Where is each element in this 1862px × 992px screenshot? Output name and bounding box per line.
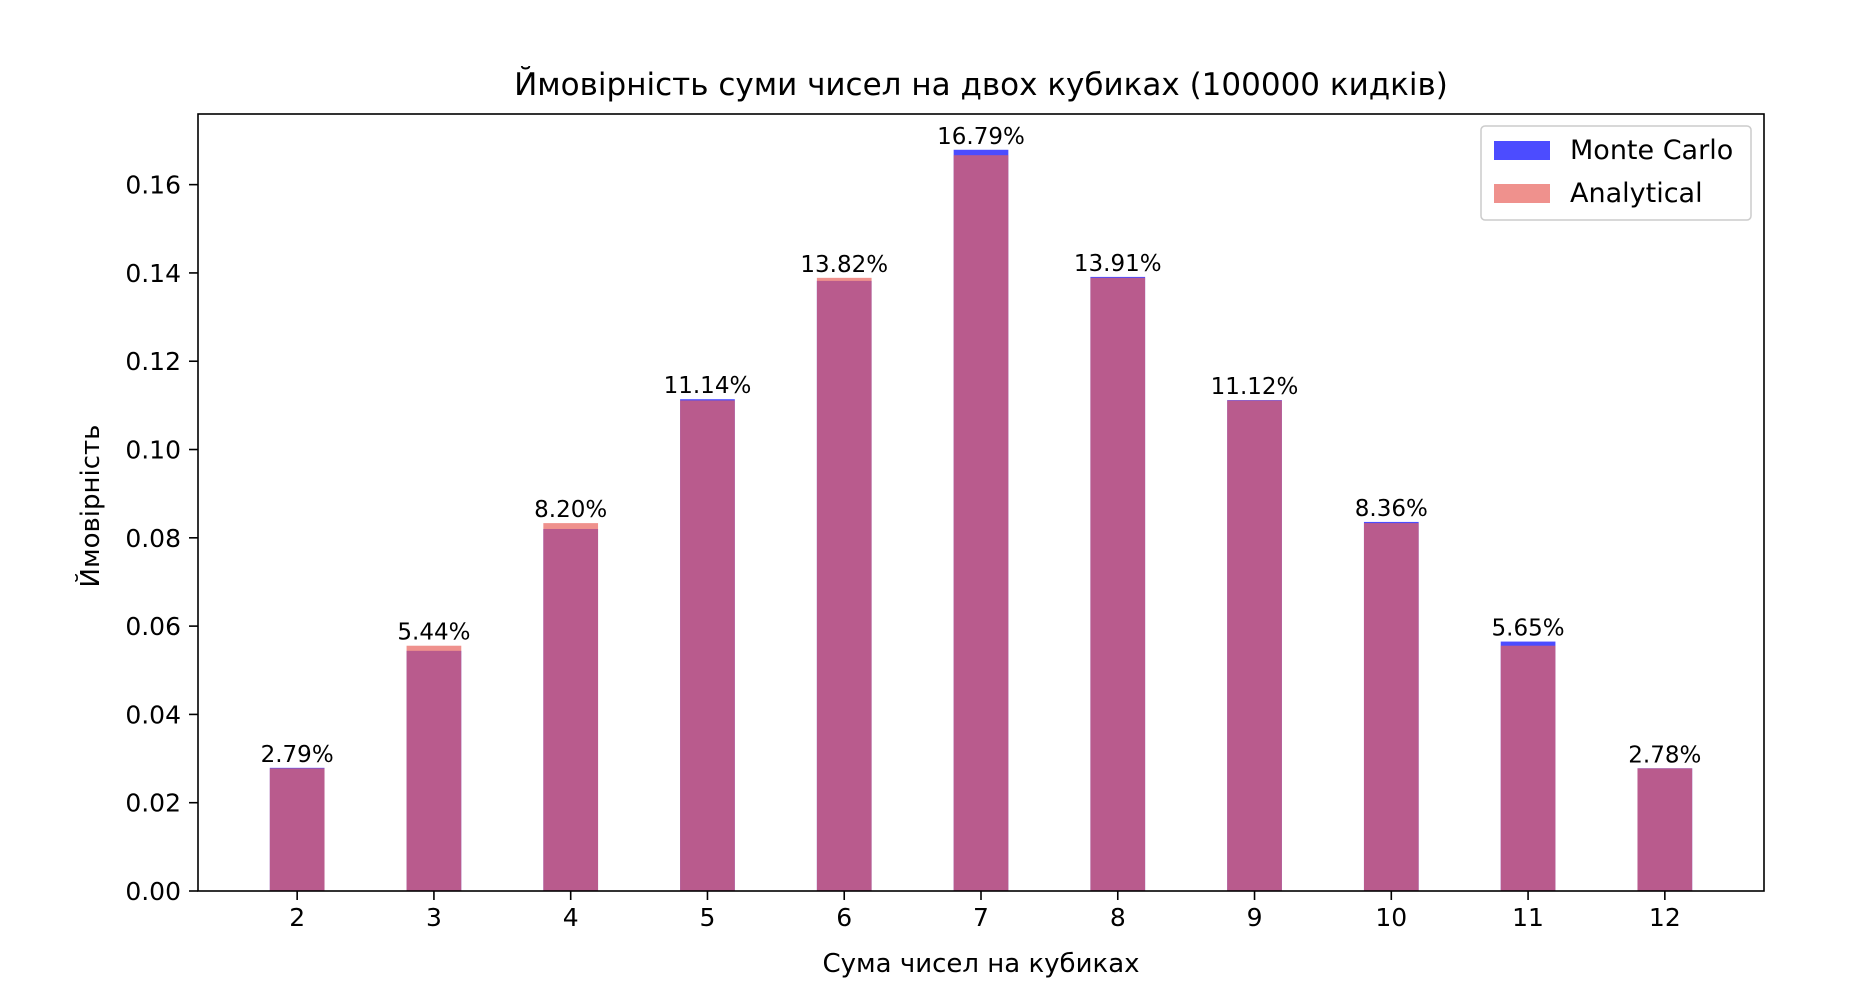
data-label-6: 13.82% [800, 252, 888, 278]
y-tick-label-0.12: 0.12 [125, 347, 181, 376]
legend-swatch-analytical [1494, 184, 1550, 203]
y-tick-label-0.04: 0.04 [125, 700, 181, 729]
data-label-10: 8.36% [1355, 496, 1428, 522]
data-labels-layer: 2.79% 5.44% 8.20% 11.14% 13.82% 16.79% 13.91% 1… [261, 124, 1702, 769]
y-tick-label-0.02: 0.02 [125, 789, 181, 818]
legend-label-analytical: Analytical [1570, 178, 1703, 209]
x-axis-label: Сума чисел на кубиках [822, 949, 1139, 979]
data-label-2: 2.79% [261, 742, 334, 768]
y-tick-label-0.00: 0.00 [125, 877, 181, 906]
data-label-5: 11.14% [664, 373, 752, 399]
bar-analytical-9 [1227, 400, 1282, 891]
x-tick-label-7: 7 [973, 903, 989, 932]
x-tick-label-10: 10 [1375, 903, 1407, 932]
data-label-7: 16.79% [937, 124, 1025, 150]
x-tick-label-6: 6 [836, 903, 852, 932]
chart-title: Ймовірність суми чисел на двох кубиках (… [514, 67, 1448, 103]
data-label-4: 8.20% [534, 497, 607, 523]
data-label-8: 13.91% [1074, 251, 1162, 277]
data-label-3: 5.44% [397, 620, 470, 646]
y-tick-label-0.06: 0.06 [125, 612, 181, 641]
y-tick-label-0.10: 0.10 [125, 436, 181, 465]
bar-analytical-7 [953, 155, 1009, 892]
y-tick-label-0.14: 0.14 [125, 259, 181, 288]
bars-layer [269, 149, 1693, 892]
x-tick-label-11: 11 [1512, 903, 1544, 932]
x-tick-label-4: 4 [563, 903, 579, 932]
bar-analytical-12 [1637, 768, 1693, 891]
data-label-9: 11.12% [1211, 374, 1299, 400]
legend-label-monte-carlo: Monte Carlo [1570, 135, 1733, 166]
x-tick-label-2: 2 [289, 903, 305, 932]
bar-analytical-6 [816, 277, 872, 891]
y-axis-label: Ймовірність [74, 424, 106, 587]
x-tick-label-8: 8 [1110, 903, 1126, 932]
y-tick-label-0.16: 0.16 [125, 171, 181, 200]
bar-analytical-10 [1363, 523, 1419, 891]
legend-swatch-monte-carlo [1494, 141, 1550, 160]
x-tick-label-9: 9 [1247, 903, 1263, 932]
x-tick-label-12: 12 [1649, 903, 1681, 932]
legend: Monte Carlo Analytical [1480, 125, 1752, 221]
bar-analytical-11 [1500, 645, 1556, 891]
y-tick-label-0.08: 0.08 [125, 524, 181, 553]
bar-analytical-4 [543, 523, 599, 891]
axes-layer: 0.00 0.02 0.04 0.06 0.08 0.10 0.12 0.14 0.16 2 3 4 5… [125, 113, 1765, 932]
bar-analytical-2 [269, 768, 325, 891]
x-tick-label-5: 5 [700, 903, 716, 932]
bar-analytical-8 [1090, 277, 1146, 891]
data-label-11: 5.65% [1492, 616, 1565, 642]
bar-analytical-5 [680, 400, 735, 891]
x-tick-label-3: 3 [426, 903, 442, 932]
bar-analytical-3 [406, 645, 462, 891]
data-label-12: 2.78% [1628, 742, 1701, 768]
